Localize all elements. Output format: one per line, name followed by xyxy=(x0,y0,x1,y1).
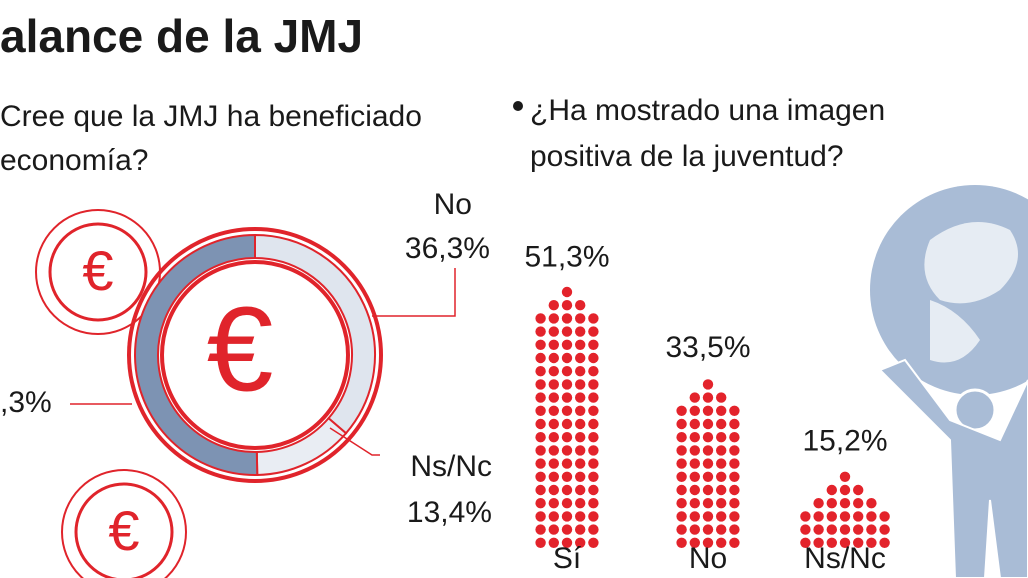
inner-ring xyxy=(160,260,350,450)
svg-text:€: € xyxy=(108,499,139,562)
euro-coin: € xyxy=(61,469,187,578)
svg-text:€: € xyxy=(82,239,113,302)
value-label: ,3% xyxy=(0,386,52,419)
question-line: ¿Ha mostrado una imagen xyxy=(530,94,885,127)
category-label: Ns/Nc xyxy=(410,450,492,483)
dot-arrow xyxy=(676,379,740,548)
dot-arrow xyxy=(800,471,890,548)
page-title: alance de la JMJ xyxy=(0,10,363,62)
donut-segment xyxy=(134,233,259,476)
question-line: Cree que la JMJ ha beneficiado xyxy=(0,100,422,133)
value-label: 36,3% xyxy=(405,232,490,265)
category-label: No xyxy=(689,542,727,575)
value-label: 33,5% xyxy=(665,331,750,364)
category-label: Sí xyxy=(553,542,582,575)
leader-line xyxy=(372,268,456,317)
euro-coin: € xyxy=(35,209,161,335)
dot-arrow xyxy=(535,286,599,548)
leader-line xyxy=(329,427,380,456)
question-line: positiva de la juventud? xyxy=(530,140,844,173)
outer-ring xyxy=(127,227,383,483)
value-label: 13,4% xyxy=(407,496,492,529)
euro-symbol: € xyxy=(207,283,274,417)
category-label: No xyxy=(434,188,472,221)
bullet xyxy=(513,101,523,111)
globe-figure xyxy=(870,185,1028,578)
category-label: Ns/Nc xyxy=(804,542,886,575)
value-label: 51,3% xyxy=(524,240,609,273)
question-line: economía? xyxy=(0,144,148,177)
value-label: 15,2% xyxy=(802,424,887,457)
